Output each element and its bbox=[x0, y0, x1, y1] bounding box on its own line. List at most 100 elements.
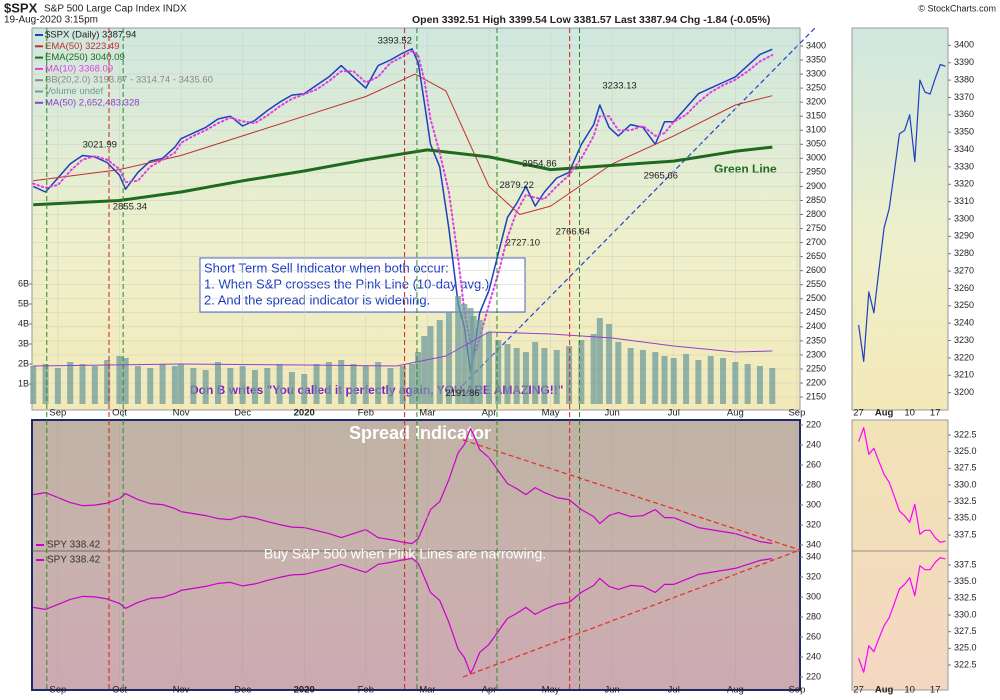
y-tick-label: 260 bbox=[806, 459, 821, 469]
x-tick-label: 27 bbox=[853, 685, 864, 696]
x-tick-label: Jul bbox=[668, 685, 680, 696]
y-tick-label: 2900 bbox=[806, 181, 826, 191]
volume-bar bbox=[421, 336, 428, 404]
y-tick-label: 2650 bbox=[806, 251, 826, 261]
x-tick-label: Sep bbox=[49, 685, 66, 696]
y2-tick-label: 4B bbox=[18, 318, 29, 328]
y-tick-label: 2400 bbox=[806, 321, 826, 331]
volume-bar bbox=[227, 368, 234, 404]
x-tick-label: Jun bbox=[604, 408, 619, 419]
symbol: $SPX bbox=[4, 0, 38, 15]
x-tick-label: Jul bbox=[668, 408, 680, 419]
volume-bar bbox=[652, 352, 659, 404]
trend-line bbox=[462, 549, 801, 678]
x-tick-label: Mar bbox=[419, 408, 435, 419]
volume-bar bbox=[190, 368, 197, 404]
series-line bbox=[33, 73, 773, 215]
y-tick-label: 3360 bbox=[954, 109, 974, 119]
y-tick-label: 2300 bbox=[806, 349, 826, 359]
price-label: 2965.66 bbox=[644, 170, 678, 181]
y-tick-label: 330.0 bbox=[954, 609, 977, 619]
y-tick-label: 3220 bbox=[954, 352, 974, 362]
volume-bar bbox=[606, 324, 613, 404]
x-tick-label: 17 bbox=[930, 685, 941, 696]
volume-bar bbox=[171, 366, 178, 404]
side-price-panel bbox=[851, 27, 949, 411]
y-tick-label: 3100 bbox=[806, 125, 826, 135]
y-tick-label: 325.0 bbox=[954, 446, 977, 456]
volume-bar bbox=[338, 360, 345, 404]
volume-bar bbox=[30, 366, 37, 404]
volume-bar bbox=[769, 368, 776, 404]
y-tick-label: 3400 bbox=[806, 40, 826, 50]
volume-bar bbox=[251, 370, 258, 404]
volume-bar bbox=[744, 364, 751, 404]
y-tick-label: 337.5 bbox=[954, 559, 977, 569]
volume-bar bbox=[532, 342, 539, 404]
volume-bar bbox=[627, 348, 634, 404]
volume-bar bbox=[301, 374, 308, 404]
y-tick-label: 3300 bbox=[806, 68, 826, 78]
y-tick-label: 2750 bbox=[806, 223, 826, 233]
y-tick-label: 3270 bbox=[954, 265, 974, 275]
y-tick-label: 332.5 bbox=[954, 593, 977, 603]
volume-bar bbox=[695, 360, 702, 404]
volume-bar bbox=[615, 342, 622, 404]
volume-bar bbox=[513, 348, 520, 404]
volume-bar bbox=[79, 364, 86, 404]
y-tick-label: 3260 bbox=[954, 283, 974, 293]
volume-bar bbox=[91, 366, 98, 404]
volume-bar bbox=[147, 368, 154, 404]
x-tick-label: Aug bbox=[875, 685, 894, 696]
x-tick-label: 2020 bbox=[294, 685, 315, 696]
volume-bar bbox=[522, 352, 529, 404]
series-line bbox=[33, 145, 773, 207]
green-line-label: Green Line bbox=[714, 162, 777, 176]
volume-bar bbox=[134, 366, 141, 404]
y-tick-label: 300 bbox=[806, 499, 821, 509]
y2-tick-label: 3B bbox=[18, 338, 29, 348]
y-tick-label: 327.5 bbox=[954, 626, 977, 636]
volume-bar bbox=[661, 356, 668, 404]
y-tick-label: 3230 bbox=[954, 335, 974, 345]
volume-bar bbox=[362, 366, 369, 404]
series-line bbox=[33, 557, 773, 674]
volume-bar bbox=[415, 352, 422, 404]
legend-label: $SPX (Daily) 3387.94 bbox=[45, 30, 136, 41]
x-tick-label: Dec bbox=[234, 685, 251, 696]
y-tick-label: 240 bbox=[806, 651, 821, 661]
quote: Open 3392.51 High 3399.54 Low 3381.57 La… bbox=[412, 14, 770, 26]
y-tick-label: 2350 bbox=[806, 335, 826, 345]
note-line: 1. When S&P crosses the Pink Line (10-da… bbox=[204, 276, 489, 291]
volume-bar bbox=[399, 366, 406, 404]
volume-bar bbox=[590, 334, 597, 404]
y-tick-label: 2550 bbox=[806, 279, 826, 289]
y-tick-label: 3400 bbox=[954, 40, 974, 50]
legend-label: EMA(250) 3040.09 bbox=[45, 52, 125, 63]
y-tick-label: 2200 bbox=[806, 377, 826, 387]
volume-bar bbox=[375, 362, 382, 404]
x-tick-label: 2020 bbox=[294, 408, 315, 419]
x-tick-label: Aug bbox=[727, 408, 744, 419]
y-tick-label: 3280 bbox=[954, 248, 974, 258]
y-tick-label: 3340 bbox=[954, 144, 974, 154]
volume-bar bbox=[566, 346, 573, 404]
y-tick-label: 2700 bbox=[806, 237, 826, 247]
x-tick-label: Aug bbox=[875, 408, 894, 419]
legend-label: SPY 338.42 bbox=[47, 540, 101, 551]
y-tick-label: 3350 bbox=[954, 127, 974, 137]
y-tick-label: 332.5 bbox=[954, 496, 977, 506]
x-tick-label: Dec bbox=[234, 408, 251, 419]
volume-bar bbox=[578, 340, 585, 404]
y-tick-label: 3380 bbox=[954, 74, 974, 84]
x-tick-label: May bbox=[542, 685, 560, 696]
x-tick-label: Aug bbox=[727, 685, 744, 696]
y-tick-label: 340 bbox=[806, 551, 821, 561]
y-tick-label: 2600 bbox=[806, 265, 826, 275]
y-tick-label: 2850 bbox=[806, 195, 826, 205]
x-tick-label: May bbox=[542, 408, 560, 419]
y-tick-label: 3320 bbox=[954, 179, 974, 189]
y-tick-label: 322.5 bbox=[954, 429, 977, 439]
series-line bbox=[858, 557, 946, 673]
